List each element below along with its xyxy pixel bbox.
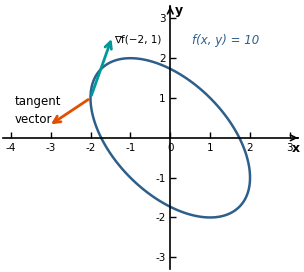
Text: vector: vector <box>15 113 52 126</box>
Text: y: y <box>175 4 183 17</box>
Text: f(x, y) = 10: f(x, y) = 10 <box>192 34 259 47</box>
Text: tangent: tangent <box>15 95 61 108</box>
Text: ∇f(−2, 1): ∇f(−2, 1) <box>114 34 162 44</box>
Text: x: x <box>292 142 300 155</box>
